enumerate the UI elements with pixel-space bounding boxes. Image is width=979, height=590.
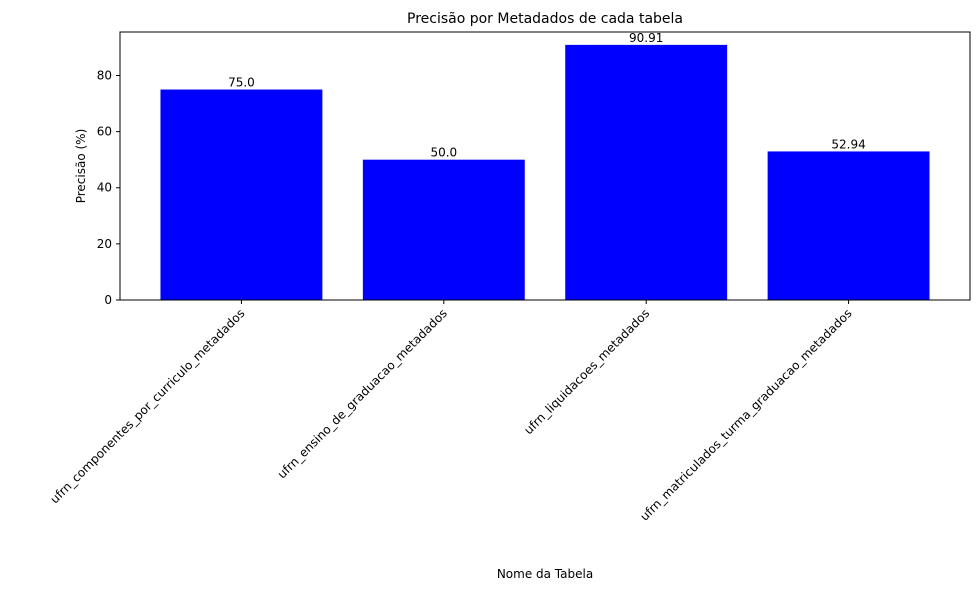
bar	[767, 151, 930, 300]
y-tick-label: 20	[97, 237, 112, 251]
y-axis-label: Precisão (%)	[74, 129, 88, 204]
y-tick-label: 0	[104, 293, 112, 307]
bars-group: 75.0 50.0 90.91 52.94	[160, 31, 930, 301]
x-tick-label: ufrn_matriculados_turma_graduacao_metada…	[637, 306, 854, 523]
y-tick-label: 40	[97, 181, 112, 195]
x-axis: ufrn_componentes_por_curriculo_metadados…	[47, 300, 855, 524]
chart-title: Precisão por Metadados de cada tabela	[407, 11, 683, 27]
x-axis-label: Nome da Tabela	[497, 567, 593, 581]
bar	[160, 89, 323, 300]
bar-value-label: 52.94	[831, 137, 865, 151]
x-tick-label: ufrn_componentes_por_curriculo_metadados	[47, 306, 247, 506]
y-tick-label: 80	[97, 68, 112, 82]
x-tick-label: ufrn_liquidacoes_metadados	[521, 306, 652, 437]
bar-value-label: 75.0	[228, 76, 255, 90]
y-tick-label: 60	[97, 125, 112, 139]
bar-value-label: 50.0	[430, 146, 457, 160]
x-tick-label: ufrn_ensino_de_graduacao_metadados	[275, 306, 450, 481]
bar	[565, 44, 728, 301]
bar	[362, 159, 525, 300]
plot-frame	[119, 31, 971, 301]
bar-value-label: 90.91	[629, 31, 663, 45]
y-axis: 0 20 40 60 80	[97, 68, 120, 307]
